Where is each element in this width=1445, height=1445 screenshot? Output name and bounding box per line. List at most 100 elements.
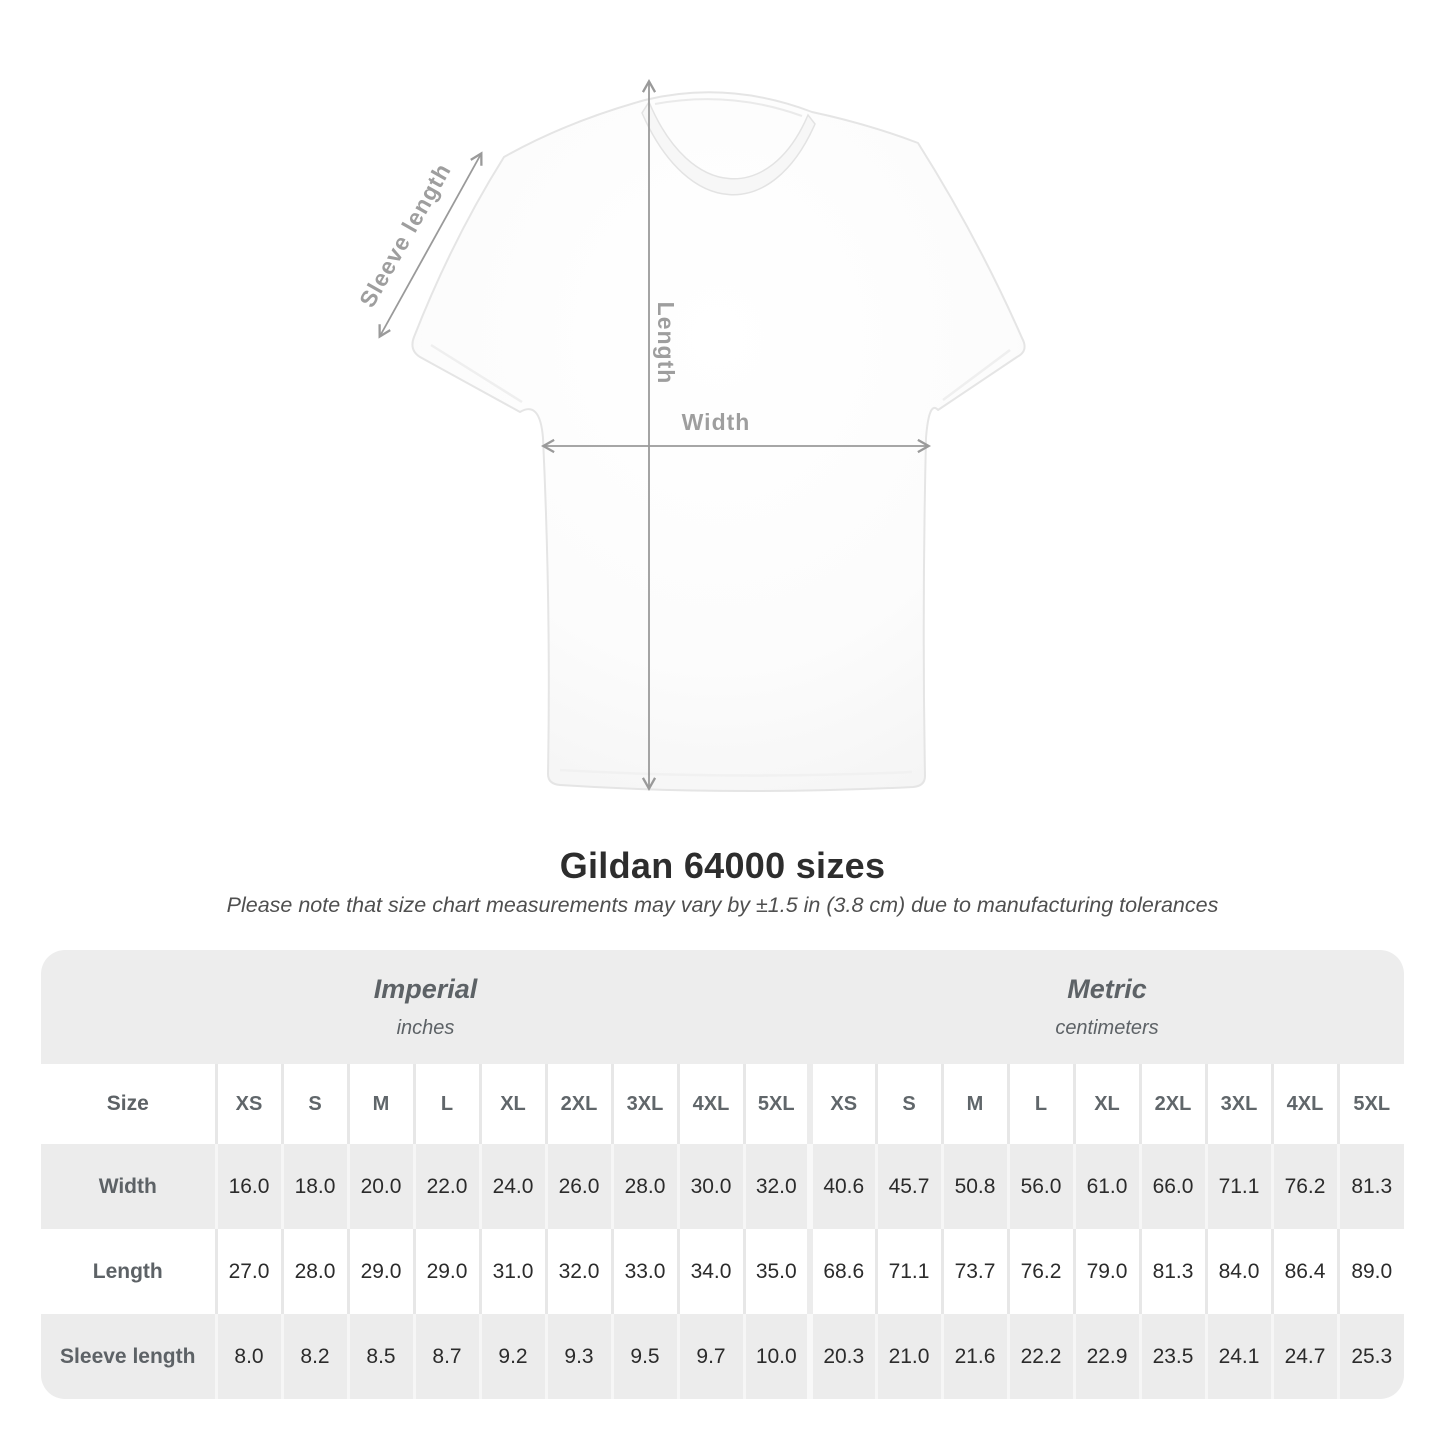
value-cell: 29.0 bbox=[412, 1229, 480, 1314]
size-col-metric-2xl: 2XL bbox=[1138, 1064, 1206, 1144]
size-column-header: Size bbox=[106, 1092, 149, 1115]
size-col-imperial-3xl: 3XL bbox=[610, 1064, 678, 1144]
size-col-imperial-2xl: 2XL bbox=[544, 1064, 612, 1144]
tolerance-note: Please note that size chart measurements… bbox=[226, 893, 1219, 917]
width-label: Width bbox=[682, 409, 751, 435]
page-title: Gildan 64000 sizes bbox=[559, 845, 886, 886]
bottom-hem-seam bbox=[559, 768, 913, 777]
value-cell: 81.3 bbox=[1138, 1229, 1206, 1314]
value-cell: 9.2 bbox=[478, 1314, 546, 1399]
size-col-imperial-xl: XL bbox=[478, 1064, 546, 1144]
size-table-body: Width 16.0 18.0 20.0 22.0 24.0 26.0 28.0 30.0 32.… bbox=[41, 1144, 1404, 1399]
size-col-metric-xs: XS bbox=[807, 1064, 876, 1144]
size-col-imperial-l: L bbox=[412, 1064, 480, 1144]
tshirt-shape bbox=[411, 91, 1026, 793]
value-cell: 9.7 bbox=[676, 1314, 744, 1399]
value-cell: 35.0 bbox=[742, 1229, 810, 1314]
value-cell: 40.6 bbox=[807, 1144, 876, 1229]
value-cell: 79.0 bbox=[1072, 1229, 1140, 1314]
value-cell: 84.0 bbox=[1204, 1229, 1272, 1314]
value-cell: 33.0 bbox=[610, 1229, 678, 1314]
width-arrow: Width bbox=[540, 409, 932, 454]
value-cell: 29.0 bbox=[346, 1229, 414, 1314]
left-sleeve-seam bbox=[430, 343, 523, 404]
value-cell: 76.2 bbox=[1270, 1144, 1338, 1229]
value-cell: 31.0 bbox=[478, 1229, 546, 1314]
value-cell: 50.8 bbox=[940, 1144, 1008, 1229]
value-cell: 22.2 bbox=[1006, 1314, 1074, 1399]
measurement-row-sleeve-length: Sleeve length 8.0 8.2 8.5 8.7 9.2 9.3 9.5 9.7 10.… bbox=[41, 1314, 1404, 1399]
value-cell: 10.0 bbox=[742, 1314, 810, 1399]
value-cell: 8.7 bbox=[412, 1314, 480, 1399]
value-cell: 61.0 bbox=[1072, 1144, 1140, 1229]
imperial-unit: inches bbox=[396, 1017, 455, 1039]
right-sleeve-seam bbox=[942, 348, 1011, 402]
size-col-metric-l: L bbox=[1006, 1064, 1074, 1144]
value-cell: 8.2 bbox=[280, 1314, 348, 1399]
size-col-metric-3xl: 3XL bbox=[1204, 1064, 1272, 1144]
value-cell: 26.0 bbox=[544, 1144, 612, 1229]
value-cell: 20.0 bbox=[346, 1144, 414, 1229]
size-col-metric-xl: XL bbox=[1072, 1064, 1140, 1144]
value-cell: 16.0 bbox=[214, 1144, 282, 1229]
value-cell: 20.3 bbox=[807, 1314, 876, 1399]
size-col-imperial-xs: XS bbox=[214, 1064, 282, 1144]
value-cell: 27.0 bbox=[214, 1229, 282, 1314]
metric-label: Metric bbox=[1067, 974, 1147, 1004]
size-col-imperial-s: S bbox=[280, 1064, 348, 1144]
size-col-metric-5xl: 5XL bbox=[1336, 1064, 1404, 1144]
row-label: Sleeve length bbox=[60, 1344, 196, 1368]
collar-back-seam bbox=[654, 98, 803, 117]
value-cell: 22.9 bbox=[1072, 1314, 1140, 1399]
value-cell: 76.2 bbox=[1006, 1229, 1074, 1314]
size-col-metric-m: M bbox=[940, 1064, 1008, 1144]
value-cell: 71.1 bbox=[874, 1229, 942, 1314]
value-cell: 45.7 bbox=[874, 1144, 942, 1229]
length-arrow: Length bbox=[641, 78, 679, 792]
value-cell: 18.0 bbox=[280, 1144, 348, 1229]
size-table-grid: Imperial inches Metric centimeters Size … bbox=[41, 950, 1404, 1399]
value-cell: 24.0 bbox=[478, 1144, 546, 1229]
value-cell: 25.3 bbox=[1336, 1314, 1404, 1399]
row-label: Width bbox=[98, 1174, 157, 1198]
value-cell: 86.4 bbox=[1270, 1229, 1338, 1314]
value-cell: 9.3 bbox=[544, 1314, 612, 1399]
value-cell: 81.3 bbox=[1336, 1144, 1404, 1229]
size-col-metric-4xl: 4XL bbox=[1270, 1064, 1338, 1144]
measurement-row-length: Length 27.0 28.0 29.0 29.0 31.0 32.0 33.0 34.0 35… bbox=[41, 1229, 1404, 1314]
value-cell: 34.0 bbox=[676, 1229, 744, 1314]
size-header-row: Size XS S M L XL 2XL 3XL 4XL 5XL XS S M L XL 2XL 3XL 4XL… bbox=[41, 1064, 1404, 1144]
value-cell: 66.0 bbox=[1138, 1144, 1206, 1229]
measurement-row-width: Width 16.0 18.0 20.0 22.0 24.0 26.0 28.0 30.0 32.… bbox=[41, 1144, 1404, 1229]
length-label: Length bbox=[653, 302, 679, 385]
unit-band-row: Imperial inches Metric centimeters bbox=[41, 950, 1404, 1064]
tshirt-diagram: Sleeve length Length Width bbox=[354, 78, 1026, 793]
value-cell: 30.0 bbox=[676, 1144, 744, 1229]
value-cell: 28.0 bbox=[610, 1144, 678, 1229]
value-cell: 68.6 bbox=[807, 1229, 876, 1314]
size-col-imperial-5xl: 5XL bbox=[742, 1064, 810, 1144]
value-cell: 9.5 bbox=[610, 1314, 678, 1399]
value-cell: 89.0 bbox=[1336, 1229, 1404, 1314]
value-cell: 8.5 bbox=[346, 1314, 414, 1399]
value-cell: 24.7 bbox=[1270, 1314, 1338, 1399]
size-col-metric-s: S bbox=[874, 1064, 942, 1144]
size-table: Imperial inches Metric centimeters Size … bbox=[41, 950, 1404, 1399]
value-cell: 21.6 bbox=[940, 1314, 1008, 1399]
value-cell: 24.1 bbox=[1204, 1314, 1272, 1399]
row-label: Length bbox=[92, 1259, 163, 1283]
imperial-label: Imperial bbox=[373, 974, 478, 1004]
imperial-group-header: Imperial inches bbox=[41, 950, 810, 1064]
value-cell: 23.5 bbox=[1138, 1314, 1206, 1399]
value-cell: 8.0 bbox=[214, 1314, 282, 1399]
value-cell: 32.0 bbox=[742, 1144, 810, 1229]
metric-unit: centimeters bbox=[1055, 1017, 1159, 1039]
metric-group-header: Metric centimeters bbox=[810, 950, 1404, 1064]
value-cell: 71.1 bbox=[1204, 1144, 1272, 1229]
collar-band bbox=[641, 100, 816, 196]
value-cell: 28.0 bbox=[280, 1229, 348, 1314]
value-cell: 32.0 bbox=[544, 1229, 612, 1314]
size-col-imperial-4xl: 4XL bbox=[676, 1064, 744, 1144]
value-cell: 22.0 bbox=[412, 1144, 480, 1229]
value-cell: 21.0 bbox=[874, 1314, 942, 1399]
